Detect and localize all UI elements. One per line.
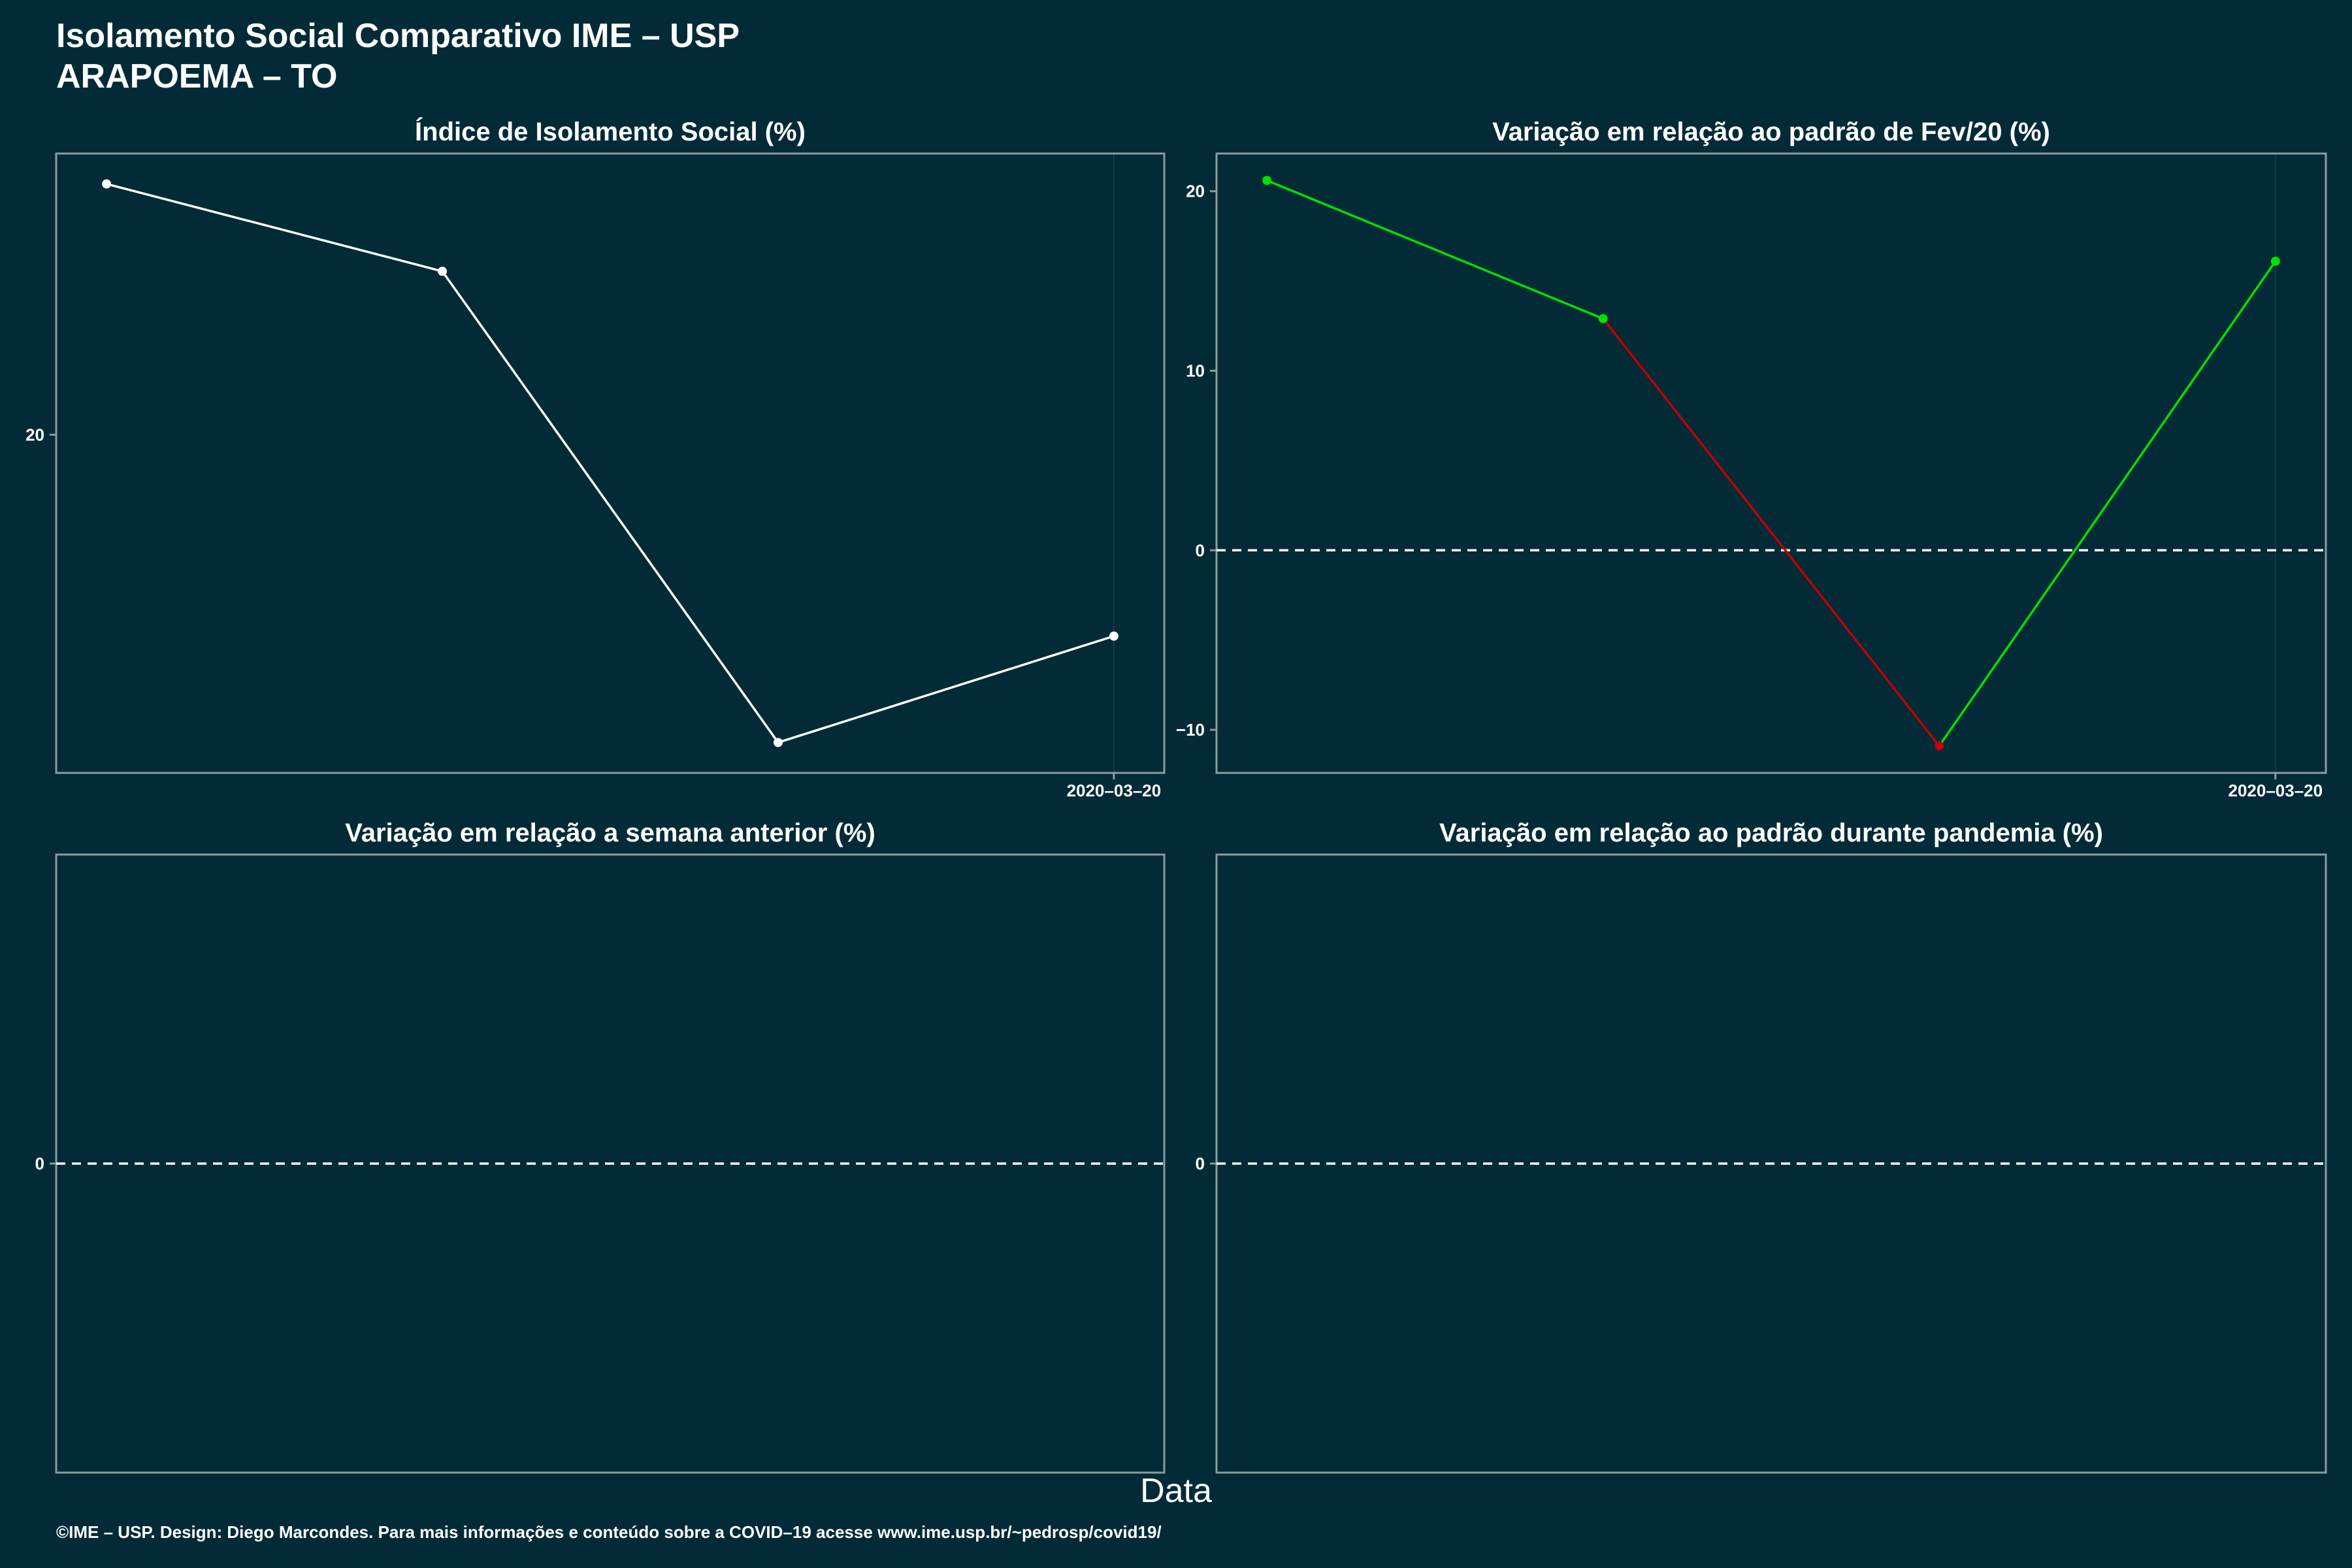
data-point	[1935, 741, 1944, 751]
panel-title: Índice de Isolamento Social (%)	[415, 117, 806, 146]
x-tick-label: 2020–03–20	[1067, 781, 1162, 800]
data-point	[102, 179, 112, 189]
data-point	[2270, 256, 2280, 266]
panel-3: Variação em relação a semana anterior (%…	[35, 819, 1166, 1474]
panel-title: Variação em relação a semana anterior (%…	[345, 819, 875, 847]
series-line-segment	[1266, 179, 1604, 320]
x-axis-title: Data	[1140, 1472, 1212, 1510]
y-tick-label: 0	[35, 1154, 44, 1173]
panel-frame	[1215, 152, 2327, 774]
y-tick-label: −10	[1176, 720, 1205, 740]
panel-2: Variação em relação ao padrão de Fev/20 …	[1176, 118, 2327, 800]
footer-credit: ©IME – USP. Design: Diego Marcondes. Par…	[56, 1522, 1162, 1542]
series-line-segment	[441, 270, 779, 743]
x-tick-label: 2020–03–20	[2229, 781, 2323, 800]
y-tick-label: 20	[1186, 182, 1205, 201]
panel-1: Índice de Isolamento Social (%) 20 2020–03…	[25, 117, 1166, 800]
data-point	[1262, 176, 1272, 186]
y-tick-label: 20	[25, 425, 44, 444]
panel-title: Variação em relação ao padrão durante pa…	[1439, 819, 2103, 847]
chart-subtitle: ARAPOEMA – TO	[56, 57, 338, 95]
panel-frame	[55, 152, 1166, 774]
series-line-segment	[106, 182, 443, 272]
series-line-segment	[1602, 318, 1940, 747]
y-tick-label: 0	[1196, 540, 1205, 560]
data-point	[1109, 631, 1119, 641]
data-point	[773, 738, 783, 747]
y-tick-label: 10	[1186, 361, 1205, 380]
data-point	[438, 267, 448, 276]
data-point	[1598, 314, 1608, 323]
panel-4: Variação em relação ao padrão durante pa…	[1196, 819, 2327, 1474]
y-tick-label: 0	[1196, 1154, 1205, 1173]
panel-title: Variação em relação ao padrão de Fev/20 …	[1492, 118, 2050, 146]
chart-title: Isolamento Social Comparativo IME – USP	[56, 17, 740, 55]
series-line-segment	[1938, 260, 2277, 747]
series-line-segment	[777, 634, 1115, 744]
